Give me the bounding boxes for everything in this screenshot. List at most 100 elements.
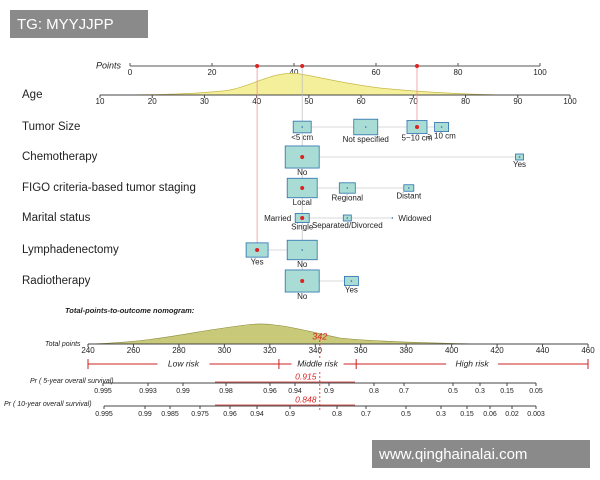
tick-label: 0.99	[138, 411, 152, 418]
tick-label: 0.985	[161, 411, 179, 418]
level-dot	[301, 249, 304, 251]
level-label: Widowed	[398, 214, 431, 223]
level-label: Regional	[332, 193, 364, 202]
level-dot	[346, 187, 349, 189]
tick-label: 260	[127, 346, 141, 355]
level-label: No	[297, 168, 308, 177]
age-density	[99, 72, 570, 96]
level-dot	[391, 217, 394, 219]
tick-label: 60	[357, 97, 366, 106]
risk-label-bg	[446, 358, 499, 370]
tick-label: 0.02	[505, 411, 519, 418]
tick-label: 320	[263, 346, 277, 355]
level-label: No	[297, 260, 308, 269]
level-label: Not specified	[343, 135, 389, 144]
tick-label: 0	[128, 68, 133, 77]
level-label: Separated/Divorced	[312, 221, 383, 230]
tick-label: 30	[200, 97, 209, 106]
level-dot	[255, 248, 260, 252]
tick-label: 0.96	[223, 411, 237, 418]
tick-label: 0.8	[369, 388, 379, 395]
level-label: Yes	[345, 286, 358, 295]
tick-label: 380	[400, 346, 414, 355]
variable-label: Lymphadenectomy	[22, 244, 119, 256]
tick-label: 0.9	[324, 388, 334, 395]
tick-label: 440	[536, 346, 550, 355]
level-label: <5 cm	[291, 133, 313, 142]
level-label: Single	[291, 223, 314, 232]
axis-label: Pr ( 10-year overall survival)	[4, 401, 92, 408]
watermark: TG: MYYJJPP	[17, 16, 114, 33]
watermark-box	[372, 440, 590, 468]
tick-label: 80	[454, 68, 463, 77]
axis-label: Pr ( 5-year overall survival)	[30, 378, 114, 385]
tick-label: 0.05	[529, 388, 543, 395]
tick-label: 0.003	[527, 411, 545, 418]
selected-dot	[300, 64, 305, 68]
level-label: ≥ 10 cm	[427, 132, 456, 141]
tick-label: 0.995	[95, 411, 113, 418]
level-dot	[415, 125, 419, 129]
survival-value: 0.915	[295, 371, 317, 381]
tick-label: 60	[372, 68, 381, 77]
tick-label: 80	[461, 97, 470, 106]
level-label: 5~10 cm	[402, 134, 433, 143]
survival-value: 0.848	[295, 394, 317, 404]
variable-label: FIGO criteria-based tumor staging	[22, 182, 196, 194]
selected-dot	[415, 64, 419, 68]
tick-label: 340	[309, 346, 323, 355]
tick-label: 0.5	[448, 388, 458, 395]
risk-label: Low risk	[168, 358, 200, 368]
selected-dot	[255, 64, 260, 68]
level-dot	[346, 217, 349, 219]
tick-label: 0.7	[361, 411, 371, 418]
tick-label: 280	[172, 346, 186, 355]
watermark-box	[10, 10, 148, 38]
tick-label: 0.8	[332, 411, 342, 418]
level-dot	[300, 186, 305, 190]
tick-label: 0.94	[288, 388, 302, 395]
tick-label: 0.993	[139, 388, 157, 395]
tick-label: 0.98	[219, 388, 233, 395]
risk-label: Middle risk	[297, 358, 338, 368]
tick-label: 0.7	[399, 388, 409, 395]
tick-label: 0.99	[176, 388, 190, 395]
level-dot	[300, 155, 305, 159]
tick-label: 0.995	[94, 388, 112, 395]
axis-label: Total points	[45, 341, 81, 348]
watermark: www.qinghainalai.com	[378, 446, 527, 463]
tick-label: 400	[445, 346, 459, 355]
tick-label: 420	[490, 346, 504, 355]
tick-label: 20	[148, 97, 157, 106]
tick-label: 100	[563, 97, 577, 106]
tick-label: 0.96	[263, 388, 277, 395]
risk-label: High risk	[456, 358, 490, 368]
level-dot	[350, 280, 353, 282]
tick-label: 40	[290, 68, 299, 77]
tick-label: 0.94	[250, 411, 264, 418]
tick-label: 50	[304, 97, 313, 106]
level-dot	[301, 126, 304, 128]
variable-label: Chemotherapy	[22, 151, 98, 163]
tick-label: 460	[581, 346, 595, 355]
tick-label: 100	[533, 68, 547, 77]
tick-label: 0.5	[401, 411, 411, 418]
tick-label: 0.3	[436, 411, 446, 418]
level-label: Married	[264, 214, 291, 223]
tick-label: 0.975	[191, 411, 209, 418]
level-label: Yes	[251, 257, 264, 266]
axis-label: Points	[96, 60, 122, 70]
level-label: Distant	[396, 191, 422, 200]
tick-label: 0.9	[285, 411, 295, 418]
level-label: Yes	[513, 160, 526, 169]
risk-label-bg	[157, 358, 210, 370]
level-dot	[440, 126, 443, 128]
tick-label: 0.3	[475, 388, 485, 395]
tick-label: 70	[409, 97, 418, 106]
level-dot	[518, 156, 521, 158]
total-density	[87, 323, 481, 345]
level-label: Local	[293, 198, 312, 207]
level-dot	[408, 187, 410, 189]
tick-label: 90	[513, 97, 522, 106]
